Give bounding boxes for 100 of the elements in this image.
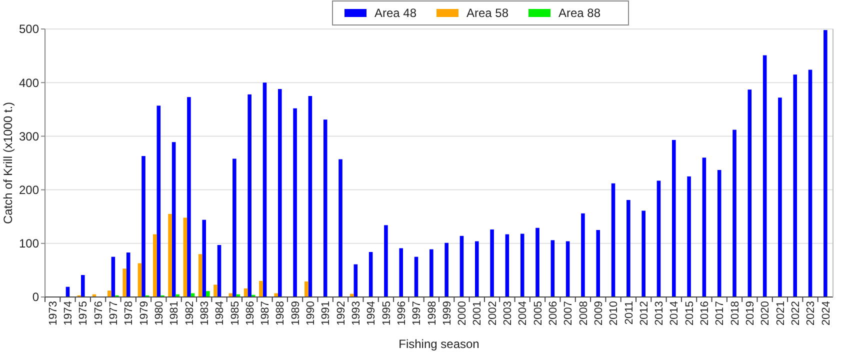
bar	[293, 108, 297, 297]
bar	[824, 30, 828, 297]
bar	[232, 158, 236, 297]
bar	[126, 252, 130, 297]
x-tick-label: 2006	[548, 301, 560, 326]
x-tick-label: 1988	[274, 301, 287, 326]
bar	[414, 256, 418, 297]
x-tick-label: 2018	[729, 301, 742, 326]
bar	[206, 291, 210, 297]
x-tick-label: 1986	[244, 301, 256, 326]
x-tick-label: 2013	[654, 301, 666, 326]
x-tick-label: 1983	[198, 301, 211, 326]
x-tick-label: 2008	[578, 301, 590, 326]
x-tick-label: 2016	[699, 301, 712, 326]
bar	[262, 82, 267, 297]
x-tick-label: 2010	[608, 301, 620, 326]
x-tick-label: 2002	[486, 301, 499, 326]
bar	[214, 284, 218, 297]
bar	[460, 236, 464, 297]
x-tick-label: 2014	[668, 301, 681, 326]
bar	[430, 249, 434, 297]
x-tick-label: 1997	[411, 301, 424, 326]
bar	[308, 96, 312, 297]
x-tick-label: 1990	[305, 301, 318, 326]
bar	[172, 142, 176, 297]
bar	[384, 225, 388, 297]
bar	[122, 268, 126, 297]
x-tick-label: 2020	[760, 301, 772, 326]
bar	[202, 220, 206, 297]
bar	[520, 234, 524, 297]
x-tick-label: 2023	[805, 301, 818, 326]
x-tick-label: 1978	[123, 301, 136, 326]
x-tick-label: 2003	[502, 301, 514, 326]
bar	[762, 55, 767, 297]
bar	[748, 90, 752, 297]
x-tick-label: 1999	[441, 301, 454, 326]
bar	[611, 183, 616, 297]
bar	[808, 70, 812, 297]
bar	[778, 98, 782, 297]
x-tick-label: 1977	[108, 301, 120, 326]
bar	[323, 120, 328, 297]
bar	[111, 256, 116, 297]
y-tick-label: 500	[18, 22, 40, 36]
bar	[672, 140, 676, 297]
x-tick-label: 2000	[456, 301, 469, 326]
bar	[304, 281, 308, 297]
bar	[702, 158, 706, 297]
x-tick-label: 2024	[820, 301, 832, 326]
x-tick-label: 1996	[396, 301, 408, 326]
x-tick-label: 2019	[744, 301, 757, 326]
bar	[198, 254, 202, 297]
bar	[566, 241, 570, 297]
bar	[80, 275, 85, 297]
x-tick-label: 2005	[532, 301, 544, 326]
bar	[474, 241, 479, 297]
bar	[217, 245, 222, 297]
x-tick-label: 1974	[62, 301, 75, 326]
x-tick-label: 1998	[426, 301, 438, 326]
legend-label: Area 58	[466, 6, 509, 20]
x-tick-label: 1979	[138, 301, 150, 326]
bar	[642, 210, 646, 297]
x-tick-label: 1987	[260, 301, 272, 326]
bar	[274, 293, 278, 297]
bar	[505, 234, 510, 297]
x-tick-label: 1994	[366, 301, 378, 326]
bar	[717, 170, 722, 297]
bar	[490, 229, 494, 297]
bar	[536, 228, 540, 297]
x-tick-label: 2004	[517, 301, 530, 326]
x-tick-label: 1980	[154, 301, 166, 326]
bar	[228, 293, 233, 297]
bar	[138, 263, 142, 297]
x-tick-label: 2012	[638, 301, 650, 326]
bar	[168, 214, 172, 297]
x-tick-label: 1984	[214, 301, 226, 326]
x-tick-label: 1992	[335, 301, 348, 326]
bar	[187, 97, 191, 297]
bar	[732, 130, 736, 297]
bar	[550, 240, 555, 297]
bar	[278, 89, 282, 297]
bar	[581, 213, 585, 297]
bar	[183, 218, 188, 297]
x-tick-label: 1975	[78, 301, 90, 326]
bar	[338, 159, 342, 297]
x-tick-label: 2001	[472, 301, 484, 326]
bar	[656, 180, 661, 297]
bar	[248, 94, 252, 297]
x-tick-label: 2015	[684, 301, 696, 326]
bar	[156, 106, 161, 297]
x-tick-label: 2009	[592, 301, 605, 326]
x-tick-label: 1993	[350, 301, 363, 326]
bar	[108, 290, 112, 297]
x-tick-label: 2017	[714, 301, 726, 326]
x-tick-label: 2021	[774, 301, 787, 326]
x-tick-label: 2022	[790, 301, 802, 326]
bar	[596, 230, 600, 297]
legend-label: Area 88	[558, 6, 601, 20]
bar	[142, 156, 146, 297]
bar	[152, 234, 157, 297]
y-axis-title: Catch of Krill (x1000 t.)	[1, 102, 15, 224]
